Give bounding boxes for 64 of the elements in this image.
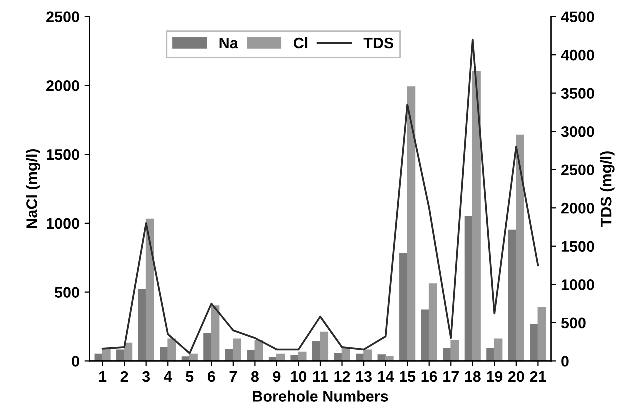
x-tick-label: 10 bbox=[291, 371, 307, 382]
y2-tick-label: 3000 bbox=[561, 126, 594, 138]
bar bbox=[342, 348, 350, 362]
x-tick-label: 18 bbox=[465, 371, 481, 382]
y2-tick-label: 1500 bbox=[562, 241, 594, 252]
y-tick-label: 500 bbox=[55, 287, 80, 298]
x-tick-label: 14 bbox=[378, 371, 394, 382]
y-tick-label: 1000 bbox=[46, 218, 80, 230]
x-axis-title: Borehole Numbers bbox=[253, 390, 388, 402]
bar bbox=[233, 338, 242, 362]
y2-tick-label: 2500 bbox=[562, 164, 594, 176]
bar bbox=[124, 342, 133, 362]
x-tick-label: 7 bbox=[230, 371, 237, 382]
legend-label: Cl bbox=[294, 37, 308, 49]
bar bbox=[146, 218, 154, 362]
x-tick-label: 2 bbox=[120, 371, 128, 382]
bar bbox=[189, 354, 198, 362]
y2-tick-label: 4500 bbox=[561, 12, 594, 22]
bar bbox=[211, 306, 220, 362]
x-tick-label: 20 bbox=[508, 371, 524, 382]
y-tick-label: 0 bbox=[72, 356, 80, 367]
bar bbox=[516, 134, 524, 362]
bar bbox=[334, 353, 343, 362]
y2-tick-label: 500 bbox=[561, 318, 586, 329]
y-tick-label: 1500 bbox=[46, 149, 80, 160]
y2-axis-title: TDS (mg/l) bbox=[600, 152, 615, 228]
x-tick-label: 12 bbox=[334, 371, 350, 382]
bar bbox=[168, 338, 176, 362]
bar bbox=[364, 350, 372, 362]
bar bbox=[298, 352, 307, 362]
y-tick-label: 2000 bbox=[46, 80, 80, 92]
bar bbox=[320, 332, 329, 362]
x-tick-label: 21 bbox=[530, 371, 546, 382]
x-tick-label: 16 bbox=[422, 371, 438, 382]
x-tick-label: 3 bbox=[142, 371, 150, 382]
bar bbox=[530, 324, 539, 362]
x-tick-label: 9 bbox=[273, 371, 281, 382]
bar bbox=[538, 307, 546, 362]
x-tick-label: 17 bbox=[444, 371, 459, 382]
y2-tick-label: 1000 bbox=[562, 280, 594, 290]
x-tick-label: 6 bbox=[208, 371, 216, 382]
bar bbox=[494, 338, 503, 362]
y2-tick-label: 0 bbox=[562, 356, 569, 367]
x-tick-label: 5 bbox=[186, 371, 194, 382]
bar bbox=[428, 284, 438, 362]
bar bbox=[472, 71, 481, 362]
bar bbox=[276, 354, 285, 362]
y-tick-label: 2500 bbox=[46, 12, 80, 22]
y-axis-title: NaCl (mg/l) bbox=[26, 149, 40, 228]
x-tick-label: 15 bbox=[400, 371, 416, 382]
legend-label: TDS bbox=[364, 38, 394, 49]
x-tick-label: 11 bbox=[313, 371, 328, 382]
line-series bbox=[102, 38, 540, 354]
y2-tick-label: 2000 bbox=[562, 203, 594, 214]
x-tick-label: 1 bbox=[100, 371, 107, 382]
y2-tick-label: 3500 bbox=[561, 88, 594, 100]
x-tick-label: 19 bbox=[487, 371, 503, 382]
x-tick-label: 4 bbox=[164, 371, 172, 382]
bar bbox=[450, 340, 460, 362]
bar bbox=[407, 86, 416, 362]
x-tick-label: 13 bbox=[356, 371, 372, 382]
legend-label: Na bbox=[220, 38, 238, 49]
y2-tick-label: 4000 bbox=[561, 50, 594, 61]
x-tick-label: 8 bbox=[251, 371, 259, 382]
